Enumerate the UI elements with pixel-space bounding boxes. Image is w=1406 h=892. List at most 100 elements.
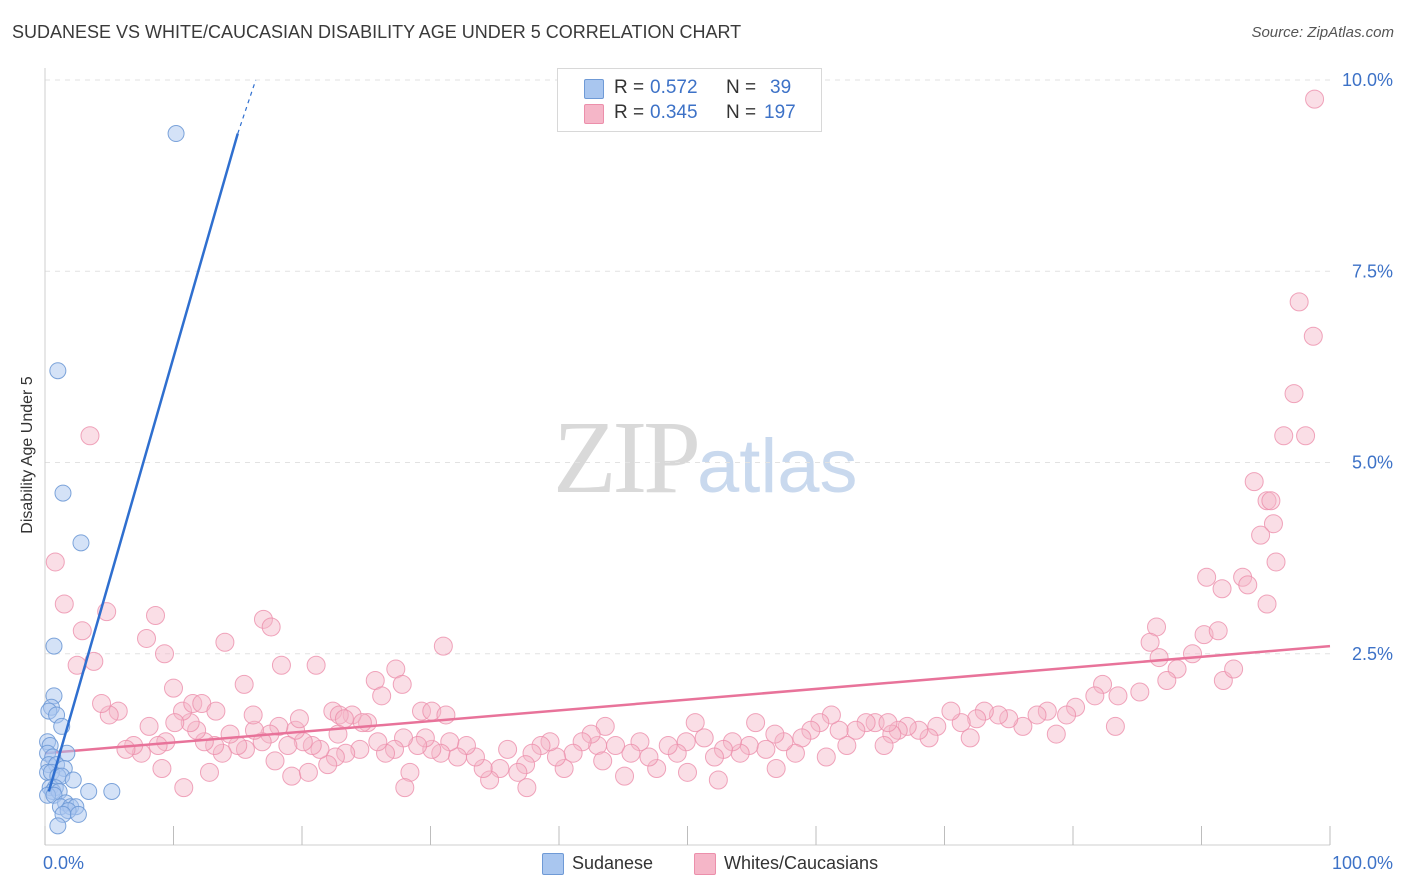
point-whites bbox=[1305, 89, 1325, 109]
point-whites bbox=[785, 743, 805, 763]
point-whites bbox=[422, 739, 442, 759]
point-whites bbox=[508, 762, 528, 782]
point-whites bbox=[517, 778, 537, 798]
point-whites bbox=[756, 739, 776, 759]
point-whites bbox=[1274, 426, 1294, 446]
point-whites bbox=[395, 778, 415, 798]
bottom-legend-label-whites: Whites/Caucasians bbox=[724, 853, 879, 873]
point-whites bbox=[588, 736, 608, 756]
y-tick-label: 7.5% bbox=[1352, 261, 1393, 281]
point-whites bbox=[746, 713, 766, 733]
point-whites bbox=[919, 728, 939, 748]
point-sudanese bbox=[103, 782, 121, 800]
y-tick-label: 5.0% bbox=[1352, 453, 1393, 473]
point-sudanese bbox=[54, 484, 72, 502]
point-whites bbox=[350, 739, 370, 759]
point-whites bbox=[694, 728, 714, 748]
point-whites bbox=[215, 632, 235, 652]
point-whites bbox=[146, 606, 166, 625]
point-whites bbox=[400, 762, 420, 782]
point-whites bbox=[1105, 716, 1125, 736]
bottom-legend-label-sudanese: Sudanese bbox=[572, 853, 654, 873]
point-whites bbox=[816, 747, 836, 767]
point-whites bbox=[376, 743, 396, 763]
point-whites bbox=[278, 736, 298, 756]
y-tick-label: 10.0% bbox=[1342, 70, 1393, 90]
point-whites bbox=[352, 713, 372, 733]
point-whites bbox=[1140, 632, 1160, 652]
watermark: ZIPatlas bbox=[553, 398, 858, 517]
point-whites bbox=[243, 705, 263, 725]
point-whites bbox=[372, 686, 392, 706]
watermark-atlas: atlas bbox=[697, 424, 858, 509]
point-whites bbox=[941, 701, 961, 721]
correlation-legend: R = 0.572 N = 39 R = 0.345 N = 197 bbox=[557, 68, 822, 132]
point-whites bbox=[658, 736, 678, 756]
point-whites bbox=[765, 724, 785, 744]
point-whites bbox=[999, 709, 1019, 729]
point-whites bbox=[1057, 705, 1077, 725]
point-whites bbox=[92, 693, 112, 713]
point-whites bbox=[1194, 625, 1214, 645]
point-whites bbox=[685, 713, 705, 733]
point-whites bbox=[1157, 671, 1177, 691]
point-whites bbox=[220, 724, 240, 744]
point-whites bbox=[415, 728, 435, 748]
trendline-sudanese bbox=[47, 133, 239, 792]
point-whites bbox=[1257, 594, 1277, 614]
legend-r-value: 0.345 bbox=[650, 102, 698, 123]
point-whites bbox=[967, 709, 987, 729]
point-whites bbox=[1183, 644, 1203, 664]
point-whites bbox=[1244, 472, 1264, 492]
point-whites bbox=[155, 644, 175, 664]
point-sudanese bbox=[45, 637, 63, 655]
bottom-legend-swatch-whites bbox=[694, 853, 716, 875]
point-whites bbox=[54, 594, 74, 614]
watermark-zip: ZIP bbox=[553, 400, 701, 515]
point-whites bbox=[1108, 686, 1128, 706]
legend-swatch-sudanese bbox=[584, 79, 604, 99]
point-whites bbox=[116, 739, 136, 759]
point-whites bbox=[708, 770, 728, 790]
point-whites bbox=[1289, 292, 1309, 312]
point-sudanese bbox=[72, 534, 90, 552]
point-whites bbox=[522, 743, 542, 763]
point-whites bbox=[99, 705, 119, 725]
point-whites bbox=[306, 655, 326, 675]
bottom-legend-swatch-sudanese bbox=[542, 853, 564, 875]
point-whites bbox=[336, 743, 356, 763]
point-whites bbox=[621, 743, 641, 763]
point-whites bbox=[368, 732, 388, 752]
point-whites bbox=[606, 736, 626, 756]
point-whites bbox=[960, 728, 980, 748]
point-whites bbox=[271, 655, 291, 675]
legend-r-label: R = bbox=[614, 102, 645, 123]
point-sudanese bbox=[69, 805, 87, 823]
legend-n-value: 39 bbox=[770, 77, 792, 98]
point-whites bbox=[282, 766, 302, 786]
point-whites bbox=[878, 713, 898, 733]
point-whites bbox=[480, 770, 500, 790]
point-whites bbox=[704, 747, 724, 767]
legend-r-value: 0.572 bbox=[650, 77, 698, 98]
point-whites bbox=[647, 759, 667, 778]
point-whites bbox=[554, 759, 574, 778]
point-whites bbox=[615, 766, 635, 786]
legend-n-label: N = bbox=[726, 102, 757, 123]
point-whites bbox=[45, 552, 65, 572]
point-whites bbox=[164, 678, 183, 698]
point-whites bbox=[253, 609, 273, 629]
point-whites bbox=[1208, 621, 1228, 641]
point-whites bbox=[678, 762, 697, 782]
point-whites bbox=[1284, 384, 1304, 404]
point-whites bbox=[821, 705, 841, 725]
point-whites bbox=[846, 720, 866, 740]
point-whites bbox=[165, 713, 185, 733]
point-whites bbox=[174, 778, 194, 798]
point-sudanese bbox=[80, 782, 98, 800]
point-whites bbox=[1212, 579, 1232, 599]
point-whites bbox=[1263, 514, 1283, 534]
point-whites bbox=[1197, 567, 1217, 587]
point-whites bbox=[473, 759, 493, 778]
